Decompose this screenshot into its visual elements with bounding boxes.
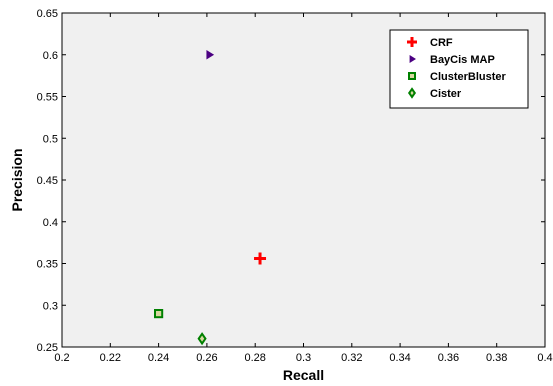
y-tick-label: 0.5 <box>43 133 58 145</box>
x-tick-label: 0.38 <box>486 352 507 364</box>
x-tick-label: 0.22 <box>100 352 121 364</box>
x-tick-label: 0.2 <box>54 352 69 364</box>
y-tick-label: 0.55 <box>37 92 58 104</box>
data-point-cister <box>197 332 207 346</box>
x-tick-label: 0.32 <box>341 352 362 364</box>
y-tick-label: 0.3 <box>43 300 58 312</box>
x-tick-label: 0.4 <box>537 352 552 364</box>
y-tick-label: 0.45 <box>37 175 58 187</box>
points-layer <box>154 49 267 346</box>
legend-label: BayCis MAP <box>430 54 495 66</box>
x-tick-label: 0.24 <box>148 352 169 364</box>
data-point-baycis-map <box>206 49 215 60</box>
x-tick-label: 0.36 <box>438 352 459 364</box>
y-tick-label: 0.65 <box>37 8 58 20</box>
legend: CRF BayCis MAP ClusterBluster Cister <box>389 29 529 109</box>
y-axis-label: Precision <box>9 148 25 211</box>
legend-label: Cister <box>430 88 462 100</box>
legend-marker-clusterbluster <box>408 72 416 80</box>
x-axis-label: Recall <box>283 367 324 383</box>
legend-label: ClusterBluster <box>430 71 507 83</box>
legend-marker-cister <box>407 87 417 99</box>
legend-marker-crf <box>407 37 417 47</box>
y-tick-label: 0.25 <box>37 342 58 354</box>
legend-label: CRF <box>430 37 453 49</box>
legend-marker-baycis-map <box>409 55 416 63</box>
x-tick-label: 0.28 <box>244 352 265 364</box>
data-point-crf <box>254 252 267 265</box>
data-point-clusterbluster <box>154 309 164 319</box>
y-tick-label: 0.4 <box>43 217 58 229</box>
x-tick-label: 0.3 <box>296 352 311 364</box>
y-tick-label: 0.6 <box>43 50 58 62</box>
ticks-layer: 0.2 0.22 0.24 0.26 0.28 0.3 0.32 0.34 0.36 0.38 0.… <box>37 8 553 364</box>
x-tick-label: 0.34 <box>389 352 410 364</box>
y-tick-label: 0.35 <box>37 259 58 271</box>
x-tick-label: 0.26 <box>196 352 217 364</box>
